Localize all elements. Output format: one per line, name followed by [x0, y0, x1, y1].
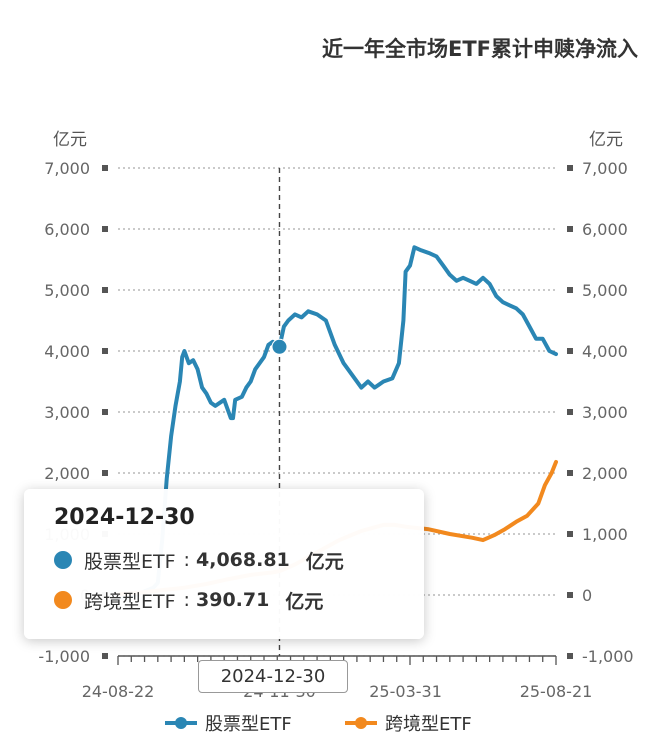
chart-title: 近一年全市场ETF累计申赎净流入 [322, 37, 638, 61]
highlight-point [271, 338, 288, 355]
tooltip-colon: : [183, 549, 196, 571]
tooltip-value: 390.71 [196, 589, 270, 611]
y-tick-mark-right [567, 592, 573, 598]
y-tick-label-right: 0 [582, 586, 592, 605]
axis-pointer-label: 2024-12-30 [198, 660, 348, 693]
y-tick-mark-left [102, 409, 108, 415]
y-tick-mark-right [567, 348, 573, 354]
legend-item[interactable]: 股票型ETF [165, 714, 292, 735]
tooltip-series-name: 跨境型ETF [84, 590, 176, 613]
y-tick-label-left: 4,000 [44, 342, 90, 361]
y-tick-label-right: 4,000 [582, 342, 628, 361]
y-tick-mark-right [567, 470, 573, 476]
tooltip-row-stock-etf: 股票型ETF: 4,068.81 亿元 [54, 540, 424, 580]
y-tick-label-right: 3,000 [582, 403, 628, 422]
legend-label: 跨境型ETF [385, 714, 472, 735]
y-tick-label-left: 3,000 [44, 403, 90, 422]
y-tick-mark-right [567, 165, 573, 171]
tooltip-row-cross-border-etf: 跨境型ETF: 390.71 亿元 [54, 580, 424, 620]
tooltip-unit: 亿元 [285, 590, 324, 613]
y-tick-mark-left [102, 287, 108, 293]
y-tick-label-right: 1,000 [582, 525, 628, 544]
tooltip-value: 4,068.81 [196, 549, 290, 571]
legend-item[interactable]: 跨境型ETF [345, 714, 472, 735]
y-tick-mark-right [567, 226, 573, 232]
y-tick-mark-left [102, 226, 108, 232]
y-tick-mark-right [567, 409, 573, 415]
y-tick-mark-left [102, 348, 108, 354]
y-tick-label-left: -1,000 [38, 647, 90, 666]
legend-marker [175, 717, 187, 729]
y-tick-label-left: 7,000 [44, 159, 90, 178]
series-line[interactable] [116, 245, 558, 600]
y-tick-label-left: 6,000 [44, 220, 90, 239]
y-tick-mark-left [102, 165, 108, 171]
y-tick-mark-left [102, 470, 108, 476]
tooltip-marker-stock-etf [54, 551, 72, 569]
y-axis-unit-right: 亿元 [589, 130, 623, 150]
y-tick-label-left: 5,000 [44, 281, 90, 300]
y-tick-label-right: -1,000 [582, 647, 634, 666]
axis-ticks: -1,000-1,000001,0001,0002,0002,0003,0003… [38, 159, 633, 701]
y-axis-unit-left: 亿元 [53, 130, 87, 150]
y-tick-label-right: 7,000 [582, 159, 628, 178]
y-tick-mark-right [567, 653, 573, 659]
y-tick-label-right: 2,000 [582, 464, 628, 483]
y-tick-label-right: 6,000 [582, 220, 628, 239]
tooltip-unit: 亿元 [305, 550, 344, 573]
legend[interactable]: 股票型ETF 跨境型ETF [165, 714, 472, 735]
tooltip-colon: : [183, 589, 196, 611]
legend-marker [355, 717, 367, 729]
tooltip-marker-cross-border-etf [54, 591, 72, 609]
y-tick-mark-left [102, 653, 108, 659]
tooltip-series-name: 股票型ETF [84, 550, 176, 573]
y-tick-mark-right [567, 287, 573, 293]
x-tick-label: 25-03-31 [369, 682, 442, 701]
y-tick-label-left: 2,000 [44, 464, 90, 483]
tooltip-date: 2024-12-30 [54, 505, 195, 530]
legend-label: 股票型ETF [205, 714, 292, 735]
tooltip: 2024-12-30 股票型ETF: 4,068.81 亿元 跨境型ETF: 3… [24, 489, 424, 639]
x-tick-label: 24-08-22 [82, 682, 155, 701]
x-tick-label: 25-08-21 [520, 682, 593, 701]
y-tick-mark-right [567, 531, 573, 537]
y-tick-label-right: 5,000 [582, 281, 628, 300]
